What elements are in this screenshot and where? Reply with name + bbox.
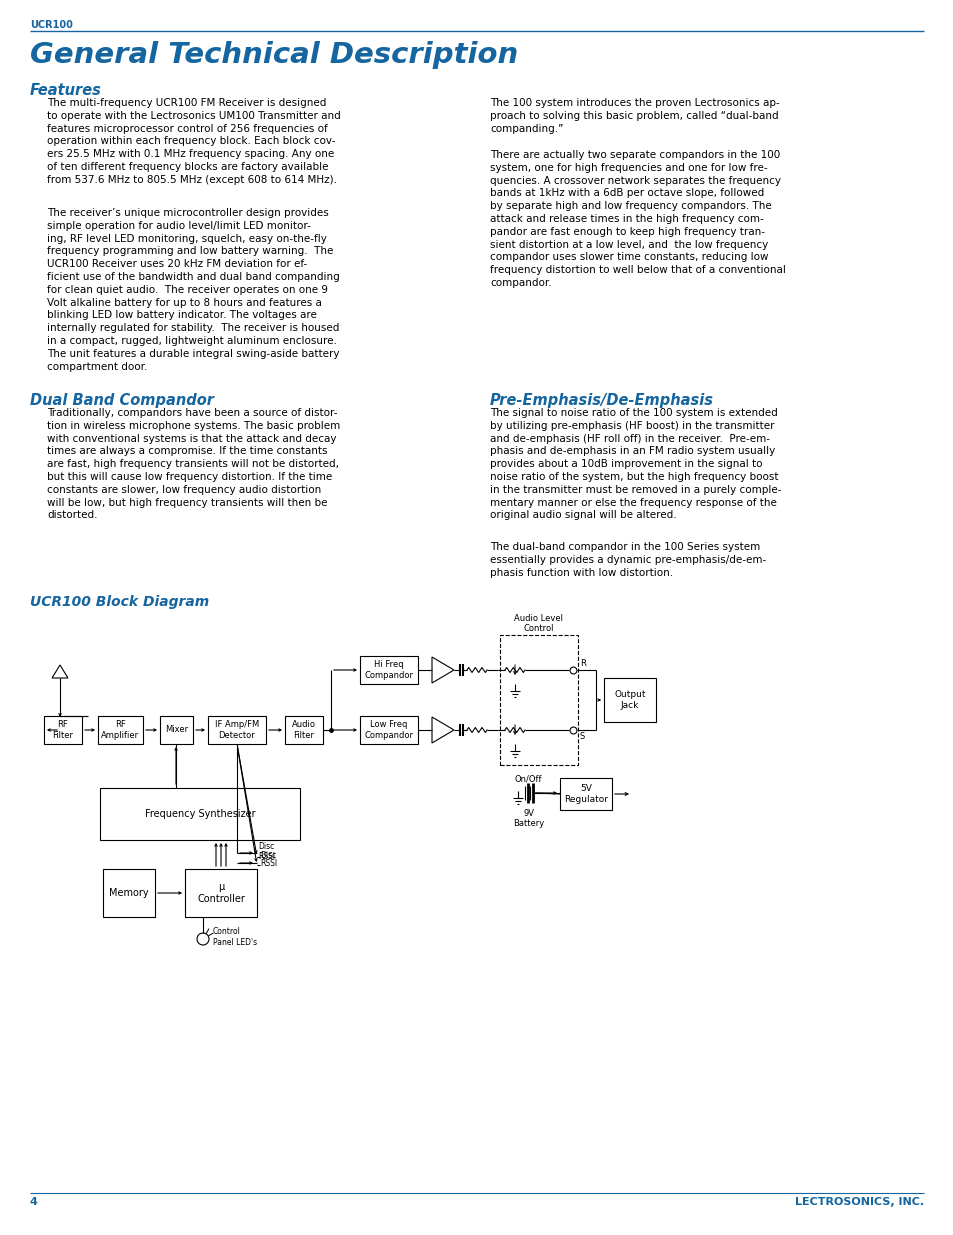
Bar [559,778,612,810]
Text: IF Amp/FM
Detector: IF Amp/FM Detector [214,720,259,740]
Text: Audio Level
Control: Audio Level Control [514,614,563,634]
Text: Pre-Emphasis/De-Emphasis: Pre-Emphasis/De-Emphasis [490,393,713,408]
Bar [100,788,299,840]
Text: Low Freq
Compandor: Low Freq Compandor [364,720,413,740]
Text: The dual-band compandor in the 100 Series system
essentially provides a dynamic : The dual-band compandor in the 100 Serie… [490,542,765,578]
Text: The multi-frequency UCR100 FM Receiver is designed
to operate with the Lectroson: The multi-frequency UCR100 FM Receiver i… [47,98,340,185]
Text: Audio
Filter: Audio Filter [292,720,315,740]
Text: RF
Filter: RF Filter [52,720,73,740]
Text: General Technical Description: General Technical Description [30,41,517,69]
Bar [359,716,417,743]
Text: Dual Band Compandor: Dual Band Compandor [30,393,213,408]
Bar [603,678,656,722]
Text: RF
Amplifier: RF Amplifier [101,720,139,740]
Text: Hi Freq
Compandor: Hi Freq Compandor [364,661,413,679]
Bar [499,635,578,764]
Text: Memory: Memory [109,888,149,898]
Text: R: R [579,659,585,668]
Text: S: S [579,732,584,741]
Text: There are actually two separate compandors in the 100
system, one for high frequ: There are actually two separate compando… [490,149,785,288]
Text: The signal to noise ratio of the 100 system is extended
by utilizing pre-emphasi: The signal to noise ratio of the 100 sys… [490,408,781,520]
Text: The 100 system introduces the proven Lectrosonics ap-
proach to solving this bas: The 100 system introduces the proven Lec… [490,98,779,133]
Text: RSSI: RSSI [260,858,276,867]
Text: On/Off: On/Off [515,774,542,783]
Text: UCR100 Block Diagram: UCR100 Block Diagram [30,595,209,609]
Text: 5V
Regulator: 5V Regulator [563,784,607,804]
Text: Disc: Disc [257,842,274,851]
Bar [208,716,266,743]
Text: UCR100: UCR100 [30,20,72,30]
Bar [285,716,323,743]
Text: Control
Panel LED's: Control Panel LED's [213,927,257,947]
Text: LECTROSONICS, INC.: LECTROSONICS, INC. [794,1197,923,1207]
Text: Frequency Synthesizer: Frequency Synthesizer [145,809,255,819]
Text: Output
Jack: Output Jack [614,690,645,710]
Bar [44,716,82,743]
Text: The receiver’s unique microcontroller design provides
simple operation for audio: The receiver’s unique microcontroller de… [47,207,339,372]
Bar [160,716,193,743]
Bar [98,716,143,743]
Bar [359,656,417,684]
Text: μ
Controller: μ Controller [197,882,245,904]
Text: Disc: Disc [260,851,276,860]
Text: RSSI: RSSI [257,852,274,861]
Text: Traditionally, compandors have been a source of distor-
tion in wireless microph: Traditionally, compandors have been a so… [47,408,340,520]
Bar [103,869,154,918]
Text: Features: Features [30,83,102,98]
Text: 4: 4 [30,1197,38,1207]
Bar [185,869,256,918]
Text: Mixer: Mixer [165,725,188,735]
Text: 9V
Battery: 9V Battery [513,809,544,829]
